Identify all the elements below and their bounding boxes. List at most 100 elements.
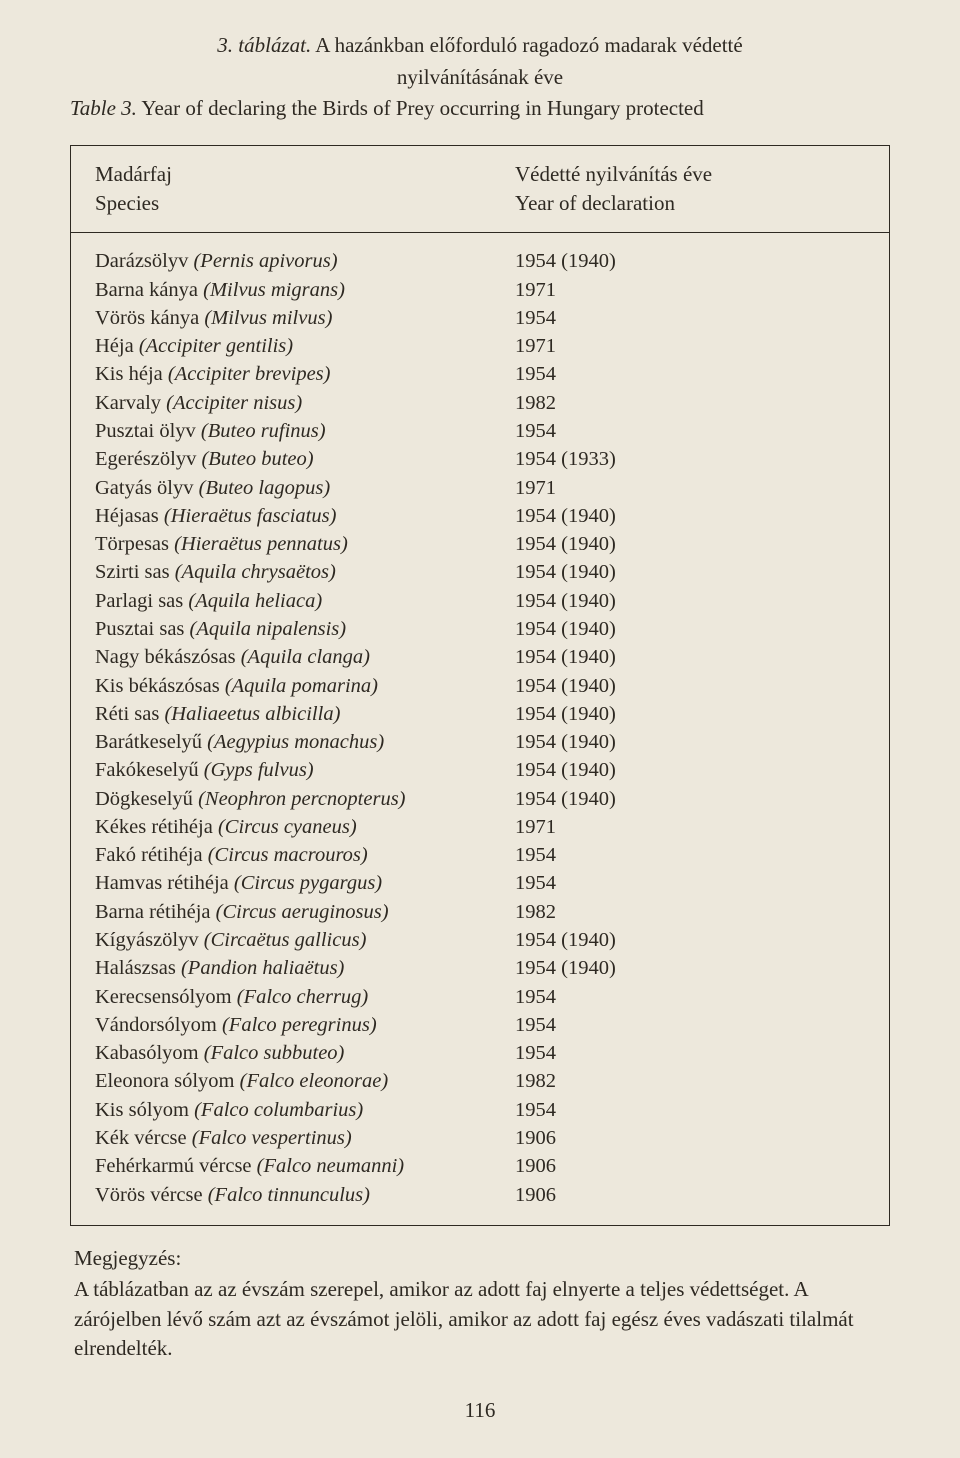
species-latin-name: (Aquila nipalensis) — [190, 618, 347, 640]
species-cell: Kabasólyom (Falco subbuteo) — [95, 1039, 515, 1067]
species-common-name: Halászsas — [95, 957, 181, 979]
species-cell: Vörös vércse (Falco tinnunculus) — [95, 1181, 515, 1209]
species-common-name: Törpesas — [95, 533, 174, 555]
species-common-name: Barna kánya — [95, 279, 203, 301]
species-cell: Nagy békászósas (Aquila clanga) — [95, 643, 515, 671]
year-cell: 1954 — [515, 1096, 865, 1124]
year-cell: 1954 (1940) — [515, 643, 865, 671]
table-row: Kígyászölyv (Circaëtus gallicus)1954 (19… — [95, 926, 865, 954]
species-cell: Pusztai sas (Aquila nipalensis) — [95, 615, 515, 643]
species-latin-name: (Milvus migrans) — [203, 279, 345, 301]
table-row: Fakó rétihéja (Circus macrouros)1954 — [95, 841, 865, 869]
table-row: Szirti sas (Aquila chrysaëtos)1954 (1940… — [95, 558, 865, 586]
species-common-name: Kis héja — [95, 363, 168, 385]
species-cell: Kígyászölyv (Circaëtus gallicus) — [95, 926, 515, 954]
species-latin-name: (Gyps fulvus) — [204, 759, 314, 781]
species-latin-name: (Accipiter nisus) — [166, 392, 302, 414]
species-cell: Héjasas (Hieraëtus fasciatus) — [95, 502, 515, 530]
species-common-name: Kis sólyom — [95, 1099, 194, 1121]
header-species-en: Species — [95, 189, 515, 218]
table-row: Eleonora sólyom (Falco eleonorae)1982 — [95, 1067, 865, 1095]
table-row: Vörös kánya (Milvus milvus)1954 — [95, 304, 865, 332]
year-cell: 1954 (1940) — [515, 926, 865, 954]
species-cell: Vándorsólyom (Falco peregrinus) — [95, 1011, 515, 1039]
species-cell: Vörös kánya (Milvus milvus) — [95, 304, 515, 332]
species-cell: Kerecsensólyom (Falco cherrug) — [95, 983, 515, 1011]
species-common-name: Dögkeselyű — [95, 788, 198, 810]
species-common-name: Parlagi sas — [95, 590, 188, 612]
caption-table-number: 3. táblázat. — [217, 33, 311, 57]
species-latin-name: (Buteo rufinus) — [201, 420, 326, 442]
year-cell: 1954 — [515, 304, 865, 332]
year-cell: 1971 — [515, 813, 865, 841]
year-cell: 1971 — [515, 474, 865, 502]
species-cell: Barna kánya (Milvus migrans) — [95, 276, 515, 304]
species-cell: Eleonora sólyom (Falco eleonorae) — [95, 1067, 515, 1095]
year-cell: 1971 — [515, 276, 865, 304]
species-common-name: Barátkeselyű — [95, 731, 207, 753]
species-cell: Kis békászósas (Aquila pomarina) — [95, 672, 515, 700]
table-row: Fakókeselyű (Gyps fulvus)1954 (1940) — [95, 756, 865, 784]
table-row: Barna kánya (Milvus migrans)1971 — [95, 276, 865, 304]
species-common-name: Kékes rétihéja — [95, 816, 218, 838]
species-cell: Fakó rétihéja (Circus macrouros) — [95, 841, 515, 869]
year-cell: 1954 — [515, 1011, 865, 1039]
species-cell: Fakókeselyű (Gyps fulvus) — [95, 756, 515, 784]
species-cell: Dögkeselyű (Neophron percnopterus) — [95, 785, 515, 813]
species-latin-name: (Hieraëtus pennatus) — [174, 533, 348, 555]
species-cell: Barátkeselyű (Aegypius monachus) — [95, 728, 515, 756]
species-table: Madárfaj Species Védetté nyilvánítás éve… — [70, 145, 890, 1226]
species-latin-name: (Aquila chrysaëtos) — [175, 561, 336, 583]
species-common-name: Kék vércse — [95, 1127, 192, 1149]
year-cell: 1954 — [515, 1039, 865, 1067]
table-row: Kis héja (Accipiter brevipes)1954 — [95, 360, 865, 388]
year-cell: 1954 — [515, 983, 865, 1011]
species-common-name: Barna rétihéja — [95, 901, 216, 923]
table-row: Kék vércse (Falco vespertinus)1906 — [95, 1124, 865, 1152]
species-latin-name: (Accipiter gentilis) — [139, 335, 293, 357]
species-common-name: Vörös kánya — [95, 307, 204, 329]
year-cell: 1954 (1940) — [515, 756, 865, 784]
species-cell: Fehérkarmú vércse (Falco neumanni) — [95, 1152, 515, 1180]
header-year-hu: Védetté nyilvánítás éve — [515, 160, 865, 189]
table-row: Parlagi sas (Aquila heliaca)1954 (1940) — [95, 587, 865, 615]
year-cell: 1954 (1940) — [515, 615, 865, 643]
year-cell: 1982 — [515, 389, 865, 417]
species-common-name: Egerészölyv — [95, 448, 201, 470]
species-cell: Egerészölyv (Buteo buteo) — [95, 445, 515, 473]
year-cell: 1982 — [515, 1067, 865, 1095]
notes-body: A táblázatban az az évszám szerepel, ami… — [74, 1277, 854, 1360]
table-row: Pusztai ölyv (Buteo rufinus)1954 — [95, 417, 865, 445]
species-common-name: Fakó rétihéja — [95, 844, 208, 866]
species-latin-name: (Neophron percnopterus) — [198, 788, 405, 810]
species-latin-name: (Falco tinnunculus) — [208, 1184, 370, 1206]
table-row: Karvaly (Accipiter nisus)1982 — [95, 389, 865, 417]
year-cell: 1954 (1940) — [515, 728, 865, 756]
species-cell: Pusztai ölyv (Buteo rufinus) — [95, 417, 515, 445]
year-cell: 1954 (1940) — [515, 700, 865, 728]
species-latin-name: (Falco eleonorae) — [240, 1070, 389, 1092]
caption-title-en: Year of declaring the Birds of Prey occu… — [137, 96, 704, 120]
table-row: Egerészölyv (Buteo buteo)1954 (1933) — [95, 445, 865, 473]
year-cell: 1954 (1940) — [515, 785, 865, 813]
table-row: Dögkeselyű (Neophron percnopterus)1954 (… — [95, 785, 865, 813]
species-latin-name: (Falco columbarius) — [194, 1099, 363, 1121]
year-cell: 1954 — [515, 841, 865, 869]
species-latin-name: (Falco peregrinus) — [222, 1014, 377, 1036]
table-row: Barna rétihéja (Circus aeruginosus)1982 — [95, 898, 865, 926]
species-common-name: Héja — [95, 335, 139, 357]
caption-title-hu-part1: A hazánkban előforduló ragadozó madarak … — [311, 33, 742, 57]
species-latin-name: (Milvus milvus) — [204, 307, 332, 329]
year-cell: 1954 (1940) — [515, 587, 865, 615]
species-common-name: Hamvas rétihéja — [95, 872, 234, 894]
notes-heading: Megjegyzés: — [74, 1244, 886, 1273]
year-cell: 1971 — [515, 332, 865, 360]
species-common-name: Fehérkarmú vércse — [95, 1155, 257, 1177]
year-cell: 1954 (1940) — [515, 247, 865, 275]
species-cell: Szirti sas (Aquila chrysaëtos) — [95, 558, 515, 586]
species-latin-name: (Circaëtus gallicus) — [204, 929, 367, 951]
year-cell: 1906 — [515, 1152, 865, 1180]
species-common-name: Pusztai ölyv — [95, 420, 201, 442]
year-cell: 1954 (1940) — [515, 558, 865, 586]
table-row: Barátkeselyű (Aegypius monachus)1954 (19… — [95, 728, 865, 756]
